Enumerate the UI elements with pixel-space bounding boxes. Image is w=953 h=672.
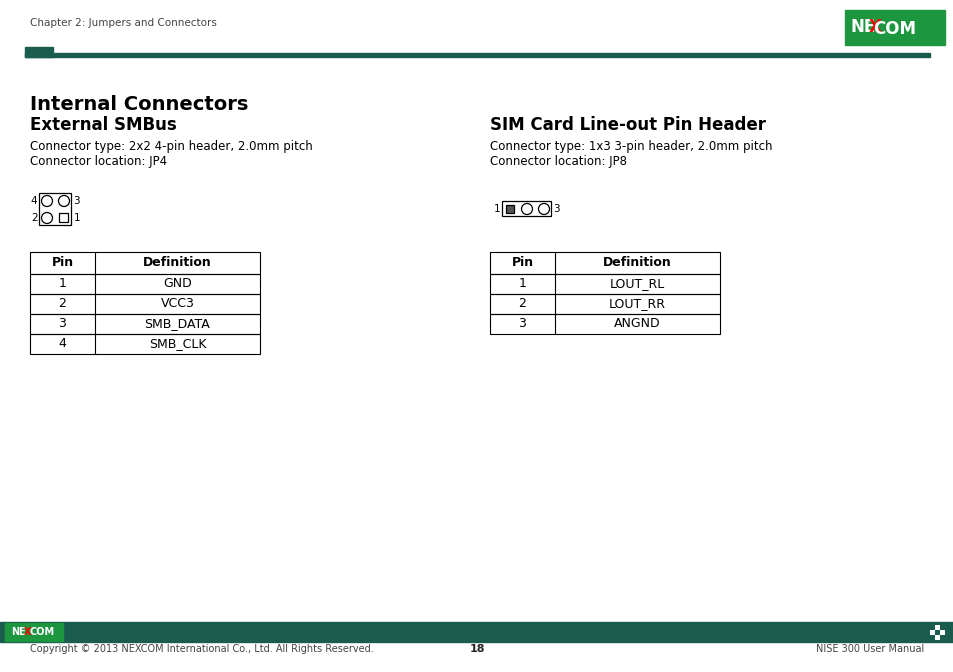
Text: 2: 2: [518, 298, 526, 310]
Bar: [30, 274, 260, 294]
Text: 1: 1: [494, 204, 500, 214]
Text: VCC3: VCC3: [160, 298, 194, 310]
Text: 4: 4: [58, 337, 67, 351]
Text: Connector type: 1x3 3-pin header, 2.0mm pitch: Connector type: 1x3 3-pin header, 2.0mm …: [490, 140, 772, 153]
Bar: [30, 334, 260, 354]
Text: 1: 1: [73, 213, 80, 223]
Text: 1: 1: [518, 278, 526, 290]
Bar: [939, 630, 944, 635]
Text: Chapter 2: Jumpers and Connectors: Chapter 2: Jumpers and Connectors: [30, 18, 216, 28]
Bar: [929, 630, 934, 635]
Bar: [490, 294, 720, 314]
Bar: [929, 635, 934, 640]
Bar: [490, 314, 720, 334]
Bar: [25, 53, 929, 57]
Text: Definition: Definition: [602, 257, 671, 269]
Bar: [0, 622, 953, 642]
Text: SIM Card Line-out Pin Header: SIM Card Line-out Pin Header: [490, 116, 765, 134]
Text: COM: COM: [873, 19, 916, 38]
Text: X: X: [867, 19, 881, 36]
Bar: [490, 274, 720, 294]
Text: LOUT_RR: LOUT_RR: [608, 298, 665, 310]
Bar: [5, 623, 63, 641]
Bar: [502, 202, 551, 216]
Text: Connector location: JP8: Connector location: JP8: [490, 155, 626, 168]
Text: Pin: Pin: [51, 257, 73, 269]
Text: Copyright © 2013 NEXCOM International Co., Ltd. All Rights Reserved.: Copyright © 2013 NEXCOM International Co…: [30, 644, 374, 654]
Bar: [30, 294, 260, 314]
Text: Definition: Definition: [143, 257, 212, 269]
Text: GND: GND: [163, 278, 192, 290]
Bar: [59, 214, 69, 222]
Text: Pin: Pin: [511, 257, 533, 269]
Bar: [934, 635, 939, 640]
Bar: [30, 314, 260, 334]
Bar: [929, 625, 934, 630]
Bar: [939, 625, 944, 630]
Text: NE: NE: [11, 627, 27, 637]
Bar: [939, 635, 944, 640]
Text: 3: 3: [73, 196, 80, 206]
Text: External SMBus: External SMBus: [30, 116, 176, 134]
Text: 2: 2: [30, 213, 37, 223]
Text: 3: 3: [58, 317, 67, 331]
Bar: [30, 252, 260, 274]
Bar: [934, 630, 939, 635]
Text: 4: 4: [30, 196, 37, 206]
Text: 3: 3: [518, 317, 526, 331]
Bar: [934, 625, 939, 630]
Text: NISE 300 User Manual: NISE 300 User Manual: [815, 644, 923, 654]
Text: SMB_CLK: SMB_CLK: [149, 337, 206, 351]
Text: 18: 18: [469, 644, 484, 654]
Text: X: X: [24, 627, 31, 637]
Text: 1: 1: [58, 278, 67, 290]
Text: 3: 3: [553, 204, 559, 214]
Text: Internal Connectors: Internal Connectors: [30, 95, 248, 114]
Bar: [490, 252, 720, 274]
Text: NE: NE: [849, 19, 875, 36]
Bar: [39, 194, 71, 226]
Text: COM: COM: [30, 627, 54, 637]
Bar: [25, 47, 53, 57]
Text: Connector type: 2x2 4-pin header, 2.0mm pitch: Connector type: 2x2 4-pin header, 2.0mm …: [30, 140, 313, 153]
Bar: [844, 10, 944, 45]
Bar: [505, 205, 514, 213]
Text: 2: 2: [58, 298, 67, 310]
Text: Connector location: JP4: Connector location: JP4: [30, 155, 167, 168]
Text: ANGND: ANGND: [614, 317, 660, 331]
Text: LOUT_RL: LOUT_RL: [609, 278, 664, 290]
Text: SMB_DATA: SMB_DATA: [145, 317, 211, 331]
